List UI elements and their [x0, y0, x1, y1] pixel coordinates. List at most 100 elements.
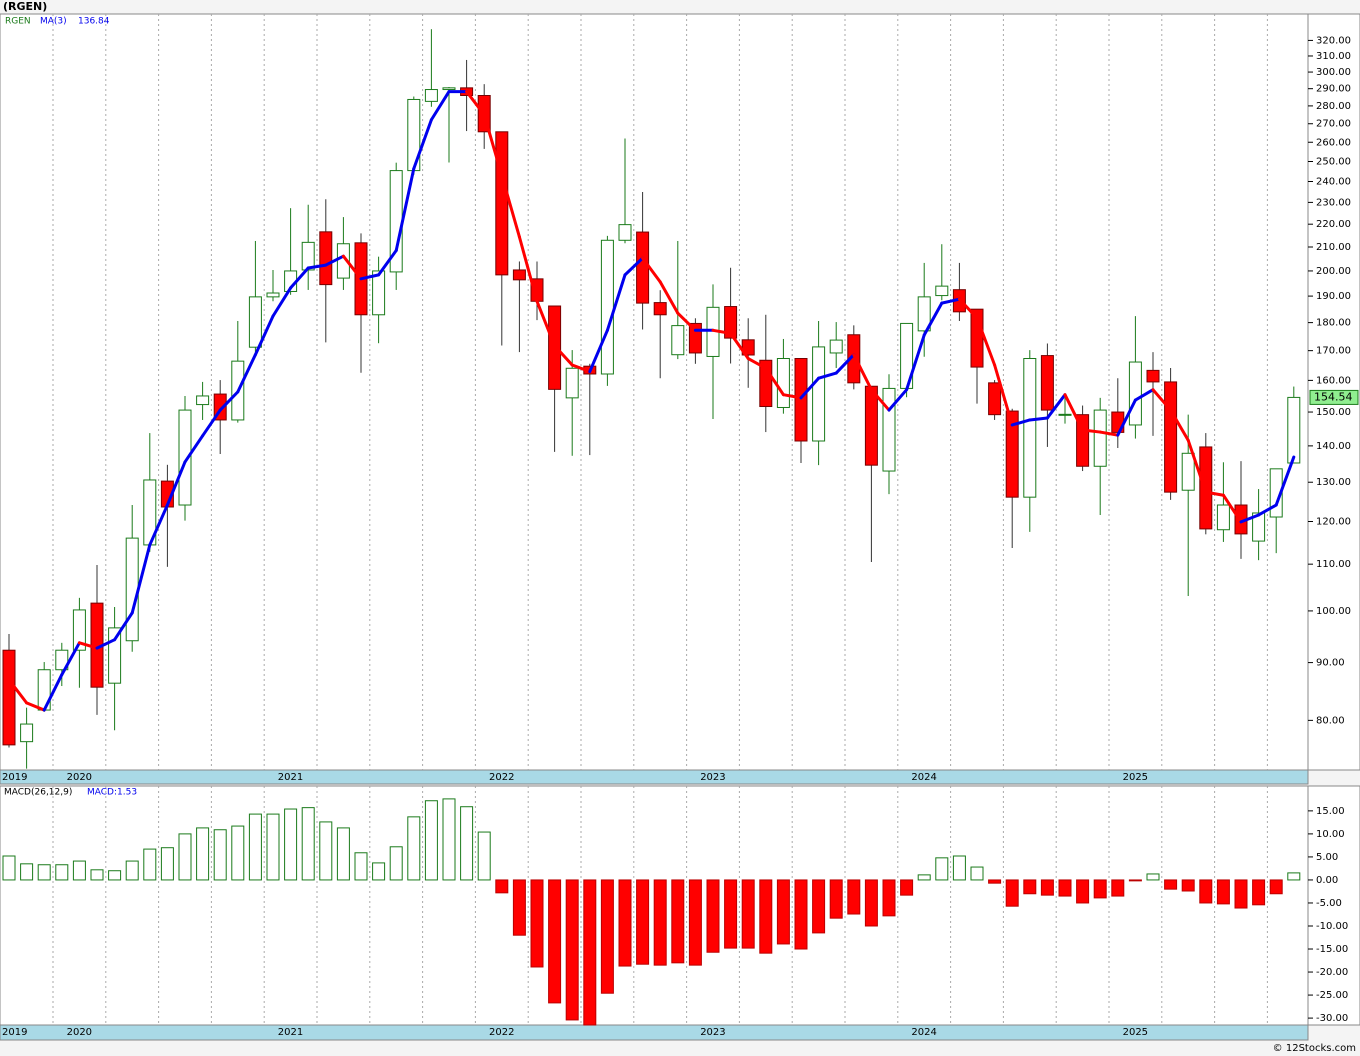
ma-segment	[412, 118, 433, 171]
ma-segment	[887, 388, 909, 412]
legend-ma-value: 136.84	[78, 17, 110, 27]
candle-body	[55, 649, 69, 671]
y-tick-label: 230.00	[1316, 197, 1351, 208]
y-tick-label: 90.00	[1316, 658, 1345, 669]
macd-bar	[1111, 879, 1125, 897]
candle-body	[988, 382, 1002, 416]
y-tick-label: 210.00	[1316, 242, 1351, 253]
candle-body	[812, 346, 826, 442]
macd-bar	[970, 866, 984, 881]
x-tick-label: 2024	[911, 772, 936, 783]
macd-bar	[776, 879, 790, 945]
x-tick-label: 2022	[489, 1027, 514, 1038]
macd-bar	[1058, 879, 1072, 897]
candle-body	[1093, 409, 1107, 467]
y-tick-label: 320.00	[1316, 35, 1351, 46]
macd-bar	[460, 806, 474, 881]
y-tick-label: 170.00	[1316, 346, 1351, 357]
macd-bar	[196, 827, 210, 881]
macd-bar	[618, 879, 632, 967]
macd-bar	[90, 869, 104, 881]
macd-bar	[548, 879, 562, 1004]
ma-segment	[623, 256, 645, 277]
ma-segment	[905, 333, 926, 392]
ma-segment	[271, 286, 293, 318]
macd-bar	[424, 800, 438, 881]
ma-segment	[817, 371, 838, 380]
candle-body	[442, 87, 456, 91]
ma-segment	[306, 263, 328, 270]
candle-body	[1058, 413, 1072, 416]
y-tick-label: 120.00	[1316, 516, 1351, 527]
macd-bar	[882, 879, 896, 917]
ma-segment	[535, 299, 557, 348]
candle-body	[319, 231, 333, 286]
macd-bar	[284, 808, 298, 881]
ma-segment	[429, 90, 451, 122]
ma-segment	[799, 376, 821, 400]
macd-bar	[389, 846, 403, 881]
ma-segment	[1028, 416, 1049, 422]
ma-segment	[324, 254, 345, 267]
candle-body	[372, 270, 386, 316]
ma-segment	[922, 301, 944, 337]
y-tick-label: 110.00	[1316, 559, 1351, 570]
candle-body	[1181, 452, 1195, 491]
candle-body	[1128, 361, 1142, 426]
candle-body	[495, 131, 509, 276]
ma-segment	[570, 363, 592, 374]
y-tick-label: 260.00	[1316, 137, 1351, 148]
x-tick-label: 2022	[489, 772, 514, 783]
macd-bar	[37, 864, 51, 881]
macd-bar	[829, 879, 843, 919]
y-tick-label: 310.00	[1316, 51, 1351, 62]
y-tick-label: 5.00	[1316, 852, 1338, 863]
candle-body	[512, 269, 526, 281]
macd-bar	[442, 798, 456, 881]
candle-body	[935, 285, 949, 297]
ma-segment	[1063, 393, 1085, 432]
candle-body	[847, 334, 861, 384]
candle-body	[20, 723, 34, 743]
macd-bar	[319, 821, 333, 881]
macd-bar	[671, 879, 685, 964]
y-tick-label: 190.00	[1316, 291, 1351, 302]
macd-bar	[1040, 879, 1054, 896]
ma-segment	[465, 90, 486, 117]
macd-bar	[125, 860, 139, 881]
macd-bar	[759, 879, 773, 954]
ma-segment	[42, 673, 64, 712]
candle-body	[794, 358, 808, 442]
candle-body	[72, 609, 86, 651]
ma-segment	[605, 273, 627, 332]
ma-segment	[482, 113, 504, 177]
candle-body	[125, 537, 139, 642]
ma-segment	[359, 273, 381, 281]
y-tick-label: -30.00	[1316, 1013, 1348, 1024]
macd-bar	[143, 848, 157, 881]
ma-segment	[781, 393, 803, 400]
candle-body	[636, 231, 650, 304]
y-tick-label: 180.00	[1316, 318, 1351, 329]
candle-body	[178, 409, 192, 506]
y-tick-label: 290.00	[1316, 84, 1351, 95]
ma-segment	[341, 254, 363, 281]
ma-segment	[993, 363, 1014, 427]
candle-body	[1252, 512, 1266, 542]
ma-segment	[130, 543, 152, 615]
macd-bar	[301, 807, 315, 881]
candle-body	[671, 325, 685, 356]
ma-segment	[148, 503, 169, 547]
legend-macd-value: MACD:1.53	[87, 788, 137, 798]
ma-segment	[377, 249, 398, 277]
x-tick-label: 2020	[67, 772, 92, 783]
candle-body	[336, 243, 350, 279]
footer: © 12Stocks.com	[1273, 1043, 1356, 1054]
ma-segment	[77, 641, 99, 650]
macd-bar	[1287, 872, 1301, 881]
candle-body	[108, 627, 122, 684]
y-tick-label: 270.00	[1316, 119, 1351, 130]
candle-body	[1287, 396, 1301, 464]
macd-bar	[688, 879, 702, 966]
ma-segment	[500, 173, 521, 239]
